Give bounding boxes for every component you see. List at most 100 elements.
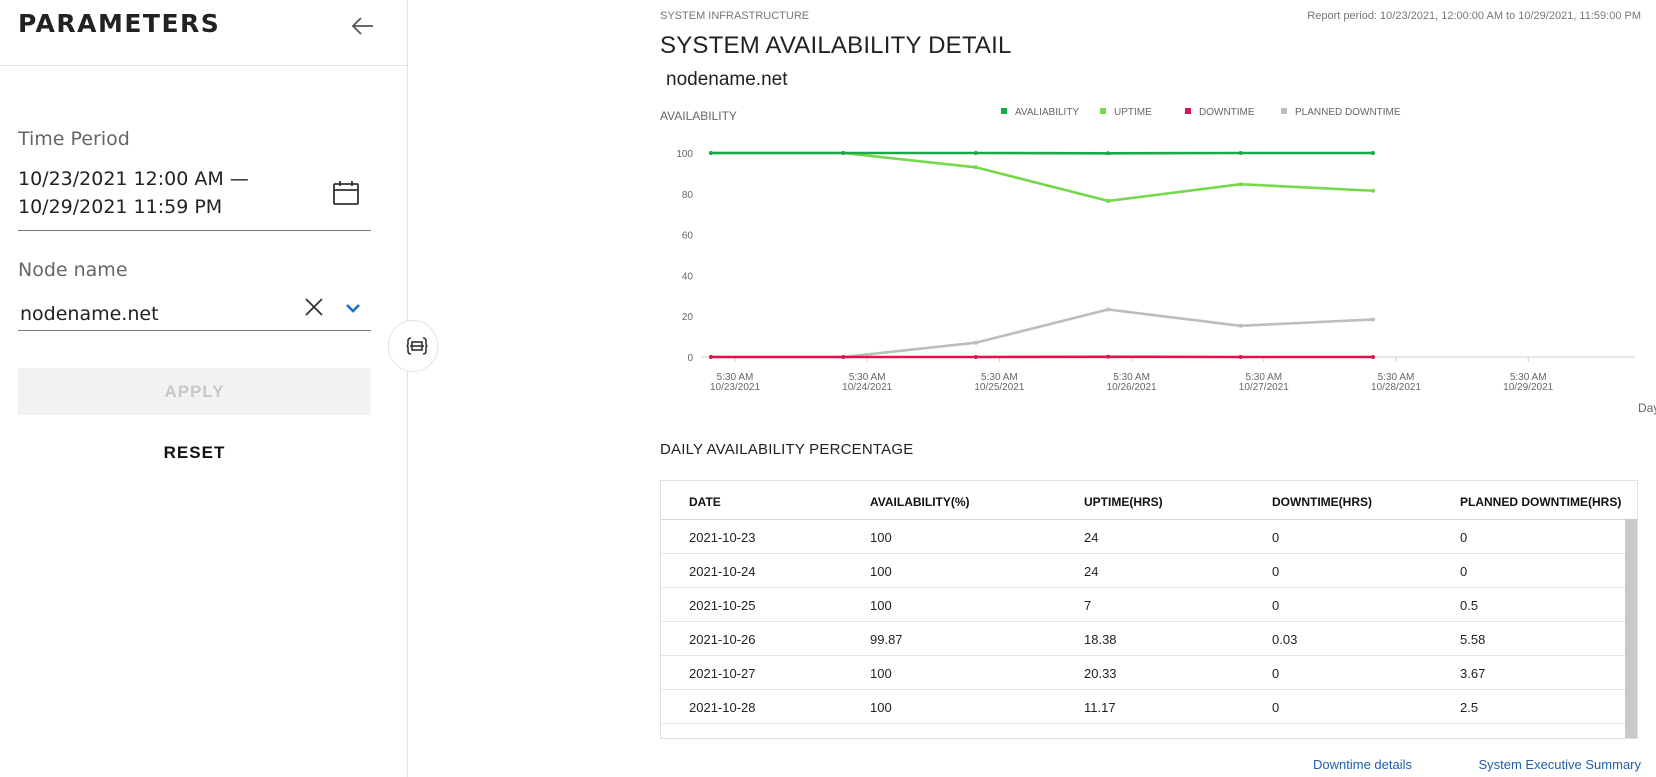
x-tick-date: 10/28/2021 [1371, 382, 1421, 393]
availability-chart: AVAILABILITY 0 20 40 60 80 100 5:30 AM 10/23/202… [660, 100, 1656, 415]
data-point[interactable] [1106, 151, 1111, 156]
x-axis-label: Day [1638, 401, 1656, 415]
executive-summary-link[interactable]: System Executive Summary [1478, 757, 1641, 772]
cell-date: 2021-10-23 [689, 530, 756, 545]
data-point[interactable] [709, 355, 713, 359]
data-point[interactable] [1238, 323, 1243, 328]
cell-availability: 100 [870, 598, 892, 613]
data-point[interactable] [973, 340, 978, 345]
cell-downtime: 0 [1272, 666, 1280, 681]
time-period-label: Time Period [18, 128, 130, 150]
table-scrollbar-thumb[interactable] [1625, 519, 1637, 738]
x-tick-date: 10/23/2021 [710, 382, 760, 393]
cell-date: 2021-10-25 [689, 598, 756, 613]
column-header-date[interactable]: DATE [689, 495, 721, 509]
legend-label[interactable]: AVALIABILITY [1015, 107, 1079, 118]
data-point[interactable] [1371, 151, 1375, 155]
column-header-planned-downtime[interactable]: PLANNED DOWNTIME(HRS) [1460, 495, 1622, 509]
cell-availability: 100 [870, 666, 892, 681]
y-tick-label: 80 [682, 190, 694, 201]
table-row[interactable]: 2021-10-23 100 24 0 0 [661, 519, 1627, 554]
cell-downtime: 0 [1272, 564, 1280, 579]
downtime-details-link[interactable]: Downtime details [1313, 757, 1412, 772]
legend-swatch[interactable] [1281, 108, 1287, 114]
cell-date: 2021-10-24 [689, 564, 756, 579]
date-range-end: 10/29/2021 11:59 PM [18, 196, 223, 218]
node-name-label: Node name [18, 259, 128, 281]
legend-label[interactable]: PLANNED DOWNTIME [1295, 107, 1401, 118]
x-tick-time: 5:30 AM [1510, 372, 1547, 383]
data-point[interactable] [973, 165, 978, 170]
apply-button[interactable]: APPLY [18, 368, 371, 415]
table-row[interactable]: 2021-10-25 100 7 0 0.5 [661, 587, 1627, 622]
cell-uptime: 7 [1084, 598, 1092, 613]
y-tick-label: 0 [687, 353, 693, 364]
data-point[interactable] [1106, 354, 1111, 359]
calendar-icon[interactable] [332, 180, 360, 206]
x-tick-time: 5:30 AM [1378, 372, 1415, 383]
x-tick-date: 10/24/2021 [842, 382, 892, 393]
series-line [711, 308, 1374, 359]
column-header-downtime[interactable]: DOWNTIME(HRS) [1272, 495, 1372, 509]
data-point[interactable] [1106, 198, 1111, 203]
chevron-down-icon[interactable] [343, 298, 363, 318]
data-point[interactable] [973, 151, 978, 155]
x-tick-date: 10/25/2021 [974, 382, 1024, 393]
cell-uptime: 24 [1084, 564, 1099, 579]
table-row[interactable]: 2021-10-27 100 20.33 0 3.67 [661, 655, 1627, 690]
legend-swatch[interactable] [1100, 108, 1106, 114]
panel-header: PARAMETERS [0, 0, 407, 66]
x-tick-date: 10/27/2021 [1239, 382, 1289, 393]
collapse-panel-icon [406, 337, 428, 355]
cell-planned-downtime: 0.5 [1460, 598, 1479, 613]
arrow-left-icon[interactable] [350, 13, 376, 39]
cell-availability: 100 [870, 700, 892, 715]
legend-label[interactable]: UPTIME [1114, 107, 1152, 118]
date-range-field[interactable]: 10/23/2021 12:00 AM — 10/29/2021 11:59 P… [18, 165, 318, 221]
legend-swatch[interactable] [1185, 108, 1191, 114]
cell-uptime: 24 [1084, 530, 1099, 545]
cell-planned-downtime: 2.5 [1460, 700, 1479, 715]
data-point[interactable] [1371, 188, 1375, 193]
y-tick-label: 40 [682, 271, 694, 282]
column-header-uptime[interactable]: UPTIME(HRS) [1084, 495, 1163, 509]
node-name-input[interactable] [18, 300, 290, 328]
table-row[interactable]: 2021-10-26 99.87 18.38 0.03 5.58 [661, 621, 1627, 656]
cell-date: 2021-10-28 [689, 700, 756, 715]
cell-uptime: 18.38 [1084, 632, 1117, 647]
data-point[interactable] [1371, 317, 1375, 322]
data-point[interactable] [841, 151, 846, 155]
collapse-panel-button[interactable] [388, 320, 438, 372]
x-tick-time: 5:30 AM [1113, 372, 1150, 383]
report-period: Report period: 10/23/2021, 12:00:00 AM t… [1307, 10, 1641, 22]
cell-planned-downtime: 3.67 [1460, 666, 1486, 681]
x-tick-time: 5:30 AM [717, 372, 754, 383]
legend-swatch[interactable] [1001, 108, 1007, 114]
cell-date: 2021-10-27 [689, 666, 756, 681]
table-title: DAILY AVAILABILITY PERCENTAGE [660, 441, 914, 458]
x-tick-date: 10/26/2021 [1107, 382, 1157, 393]
data-point[interactable] [1238, 355, 1243, 359]
cell-uptime: 11.17 [1084, 700, 1116, 715]
close-icon[interactable] [303, 296, 325, 318]
legend-label[interactable]: DOWNTIME [1199, 107, 1255, 118]
table-row[interactable]: 2021-10-24 100 24 0 0 [661, 553, 1627, 588]
data-point[interactable] [1106, 307, 1111, 312]
data-point[interactable] [1238, 151, 1243, 155]
cell-planned-downtime: 0 [1460, 564, 1468, 579]
data-point[interactable] [1238, 182, 1243, 187]
reset-button[interactable]: RESET [18, 435, 371, 471]
data-point[interactable] [709, 151, 713, 155]
parameters-panel: PARAMETERS Time Period 10/23/2021 12:00 … [0, 0, 408, 777]
data-point[interactable] [973, 355, 978, 359]
cell-downtime: 0.03 [1272, 632, 1298, 647]
data-point[interactable] [1371, 355, 1375, 359]
y-tick-label: 20 [682, 312, 694, 323]
x-tick-time: 5:30 AM [1245, 372, 1282, 383]
table-row[interactable]: 2021-10-28 100 11.17 0 2.5 [661, 689, 1627, 724]
column-header-availability[interactable]: AVAILABILITY(%) [870, 495, 970, 509]
series-line [711, 151, 1374, 203]
cell-downtime: 0 [1272, 598, 1280, 613]
data-point[interactable] [841, 355, 846, 359]
cell-date: 2021-10-26 [689, 632, 756, 647]
